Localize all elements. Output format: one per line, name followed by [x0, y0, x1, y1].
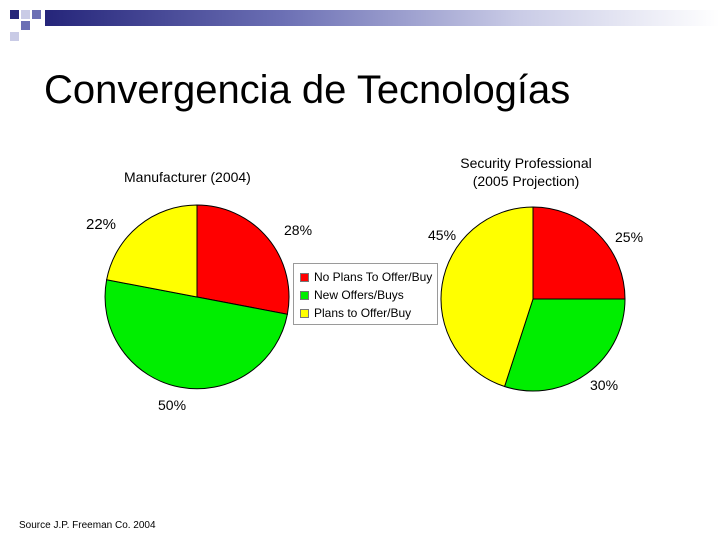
pie-2-slice-plans-to-offer-buy [440, 206, 534, 388]
decoration-square-2 [21, 10, 30, 19]
pie-1-slice-plans-to-offer-buy [106, 204, 198, 298]
legend-swatch-green [300, 290, 309, 300]
chart-legend: No Plans To Offer/Buy New Offers/Buys Pl… [293, 263, 438, 325]
legend-swatch-yellow [300, 308, 309, 318]
pie-chart-manufacturer [104, 204, 290, 390]
pie-1-slice-no-plans-to-offer-buy [196, 204, 290, 315]
chart-2-value-label-3: 45% [428, 227, 457, 243]
pie-chart-security-professional [440, 206, 626, 392]
decoration-square-3 [32, 10, 41, 19]
chart-1-title: Manufacturer (2004) [124, 169, 251, 185]
pie-1-slice-new-offers-buys [104, 279, 288, 390]
chart-2-value-label-2: 30% [590, 377, 619, 393]
chart-1-value-label-1: 28% [284, 222, 313, 238]
slide-title: Convergencia de Tecnologías [44, 68, 571, 112]
chart-2-value-label-1: 25% [615, 229, 644, 245]
pie-2-slice-new-offers-buys [503, 298, 626, 392]
chart-2-title-line-1: Security Professional [460, 155, 592, 171]
legend-item-no-plans: No Plans To Offer/Buy [300, 268, 437, 286]
chart-2-title: Security Professional (2005 Projection) [441, 154, 611, 190]
decoration-square-5 [10, 32, 19, 41]
chart-1-value-label-2: 50% [158, 397, 187, 413]
legend-swatch-red [300, 272, 309, 282]
legend-label: New Offers/Buys [314, 288, 404, 302]
source-note: Source J.P. Freeman Co. 2004 [19, 520, 156, 531]
chart-1-value-label-3: 22% [86, 216, 117, 233]
legend-item-plans: Plans to Offer/Buy [300, 304, 437, 322]
legend-item-new-offers: New Offers/Buys [300, 286, 437, 304]
decoration-square-1 [10, 10, 19, 19]
pie-2-slice-no-plans-to-offer-buy [532, 206, 626, 300]
decoration-square-4 [21, 21, 30, 30]
chart-2-title-line-2: (2005 Projection) [472, 173, 580, 189]
legend-label: No Plans To Offer/Buy [314, 270, 433, 284]
title-decoration-bar [45, 10, 720, 26]
legend-label: Plans to Offer/Buy [314, 306, 412, 320]
